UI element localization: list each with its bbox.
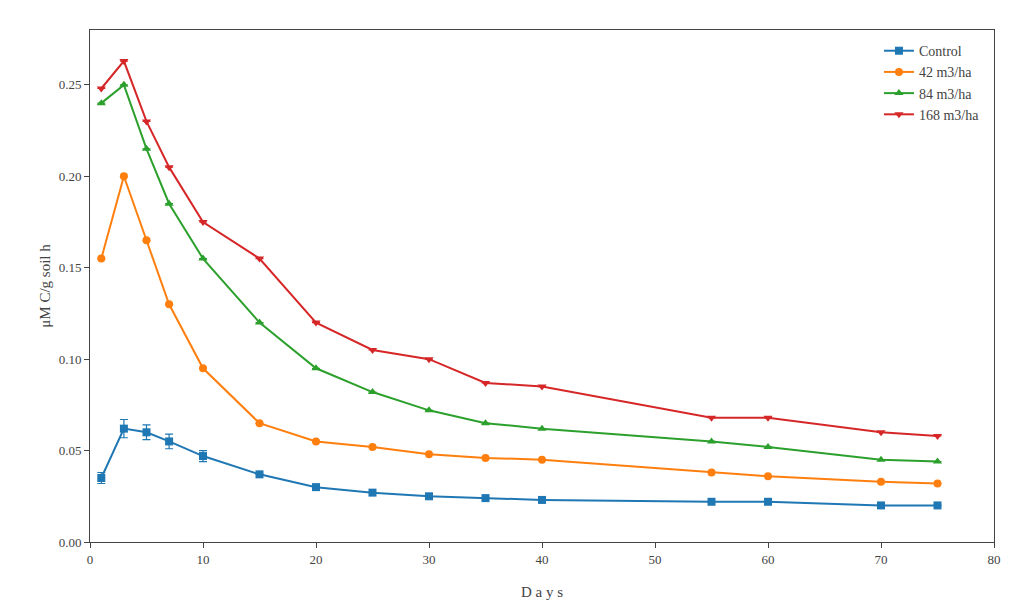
svg-text:42 m3/ha: 42 m3/ha (919, 65, 972, 80)
svg-text:60: 60 (762, 552, 775, 567)
svg-text:168 m3/ha: 168 m3/ha (919, 108, 979, 123)
svg-text:0.20: 0.20 (59, 169, 82, 184)
svg-text:0: 0 (87, 552, 94, 567)
svg-text:μM C/g soil h: μM C/g soil h (37, 244, 53, 328)
svg-text:0.10: 0.10 (59, 352, 82, 367)
svg-text:70: 70 (875, 552, 888, 567)
svg-text:Control: Control (919, 44, 962, 59)
svg-text:40: 40 (536, 552, 549, 567)
svg-text:20: 20 (310, 552, 323, 567)
svg-text:80: 80 (988, 552, 1001, 567)
svg-text:50: 50 (649, 552, 662, 567)
svg-text:0.05: 0.05 (59, 443, 82, 458)
svg-text:0.15: 0.15 (59, 260, 82, 275)
svg-text:D a y s: D a y s (521, 584, 563, 600)
svg-text:30: 30 (423, 552, 436, 567)
svg-text:0.25: 0.25 (59, 77, 82, 92)
svg-text:10: 10 (197, 552, 210, 567)
svg-text:84 m3/ha: 84 m3/ha (919, 87, 972, 102)
svg-text:0.00: 0.00 (59, 535, 82, 550)
